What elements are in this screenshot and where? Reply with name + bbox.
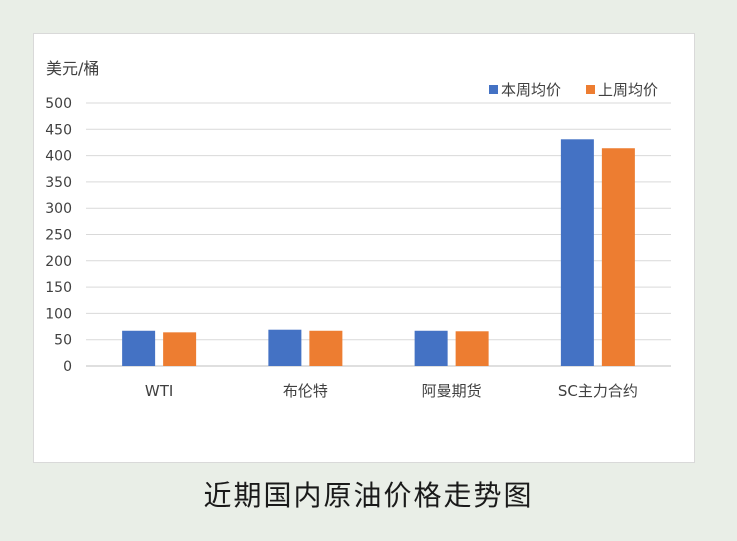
y-tick-label: 200 — [45, 254, 72, 270]
bar-2-1 — [163, 332, 197, 366]
y-tick-label: 350 — [45, 175, 72, 191]
chart-frame: 0 50 100 150 200 250 300 350 400 450 500 WTI 布伦特 阿曼期… — [33, 33, 695, 463]
legend-label-series-2: 上周均价 — [598, 81, 658, 99]
bar-2-4 — [601, 148, 635, 366]
x-axis-categories: WTI 布伦特 阿曼期货 SC主力合约 — [145, 382, 638, 400]
y-tick-label: 450 — [45, 122, 72, 138]
x-category-label: 阿曼期货 — [422, 382, 482, 400]
y-tick-label: 0 — [63, 359, 72, 375]
y-tick-label: 150 — [45, 280, 72, 296]
x-category-label: WTI — [145, 382, 173, 400]
y-axis-label: 美元/桶 — [46, 59, 99, 78]
y-tick-label: 250 — [45, 228, 72, 244]
legend-swatch-series-1 — [489, 85, 498, 94]
y-axis-ticks: 0 50 100 150 200 250 300 350 400 450 500 — [45, 96, 72, 375]
bar-1-4 — [560, 139, 594, 366]
figure-caption: 近期国内原油价格走势图 — [203, 479, 534, 512]
y-tick-label: 50 — [54, 333, 72, 349]
bar-1-1 — [122, 330, 156, 366]
legend-swatch-series-2 — [586, 85, 595, 94]
bar-chart: 0 50 100 150 200 250 300 350 400 450 500 WTI 布伦特 阿曼期… — [45, 59, 671, 400]
y-tick-label: 100 — [45, 306, 72, 322]
bar-2-3 — [455, 331, 489, 366]
legend-label-series-1: 本周均价 — [501, 81, 561, 99]
y-tick-label: 500 — [45, 96, 72, 112]
x-category-label: 布伦特 — [283, 382, 328, 400]
legend: 本周均价 上周均价 — [489, 81, 658, 99]
y-tick-label: 300 — [45, 201, 72, 217]
bar-1-2 — [268, 329, 302, 366]
bars — [122, 139, 635, 366]
x-category-label: SC主力合约 — [558, 382, 638, 400]
y-tick-label: 400 — [45, 149, 72, 165]
bar-2-2 — [309, 330, 343, 366]
bar-1-3 — [414, 330, 448, 366]
